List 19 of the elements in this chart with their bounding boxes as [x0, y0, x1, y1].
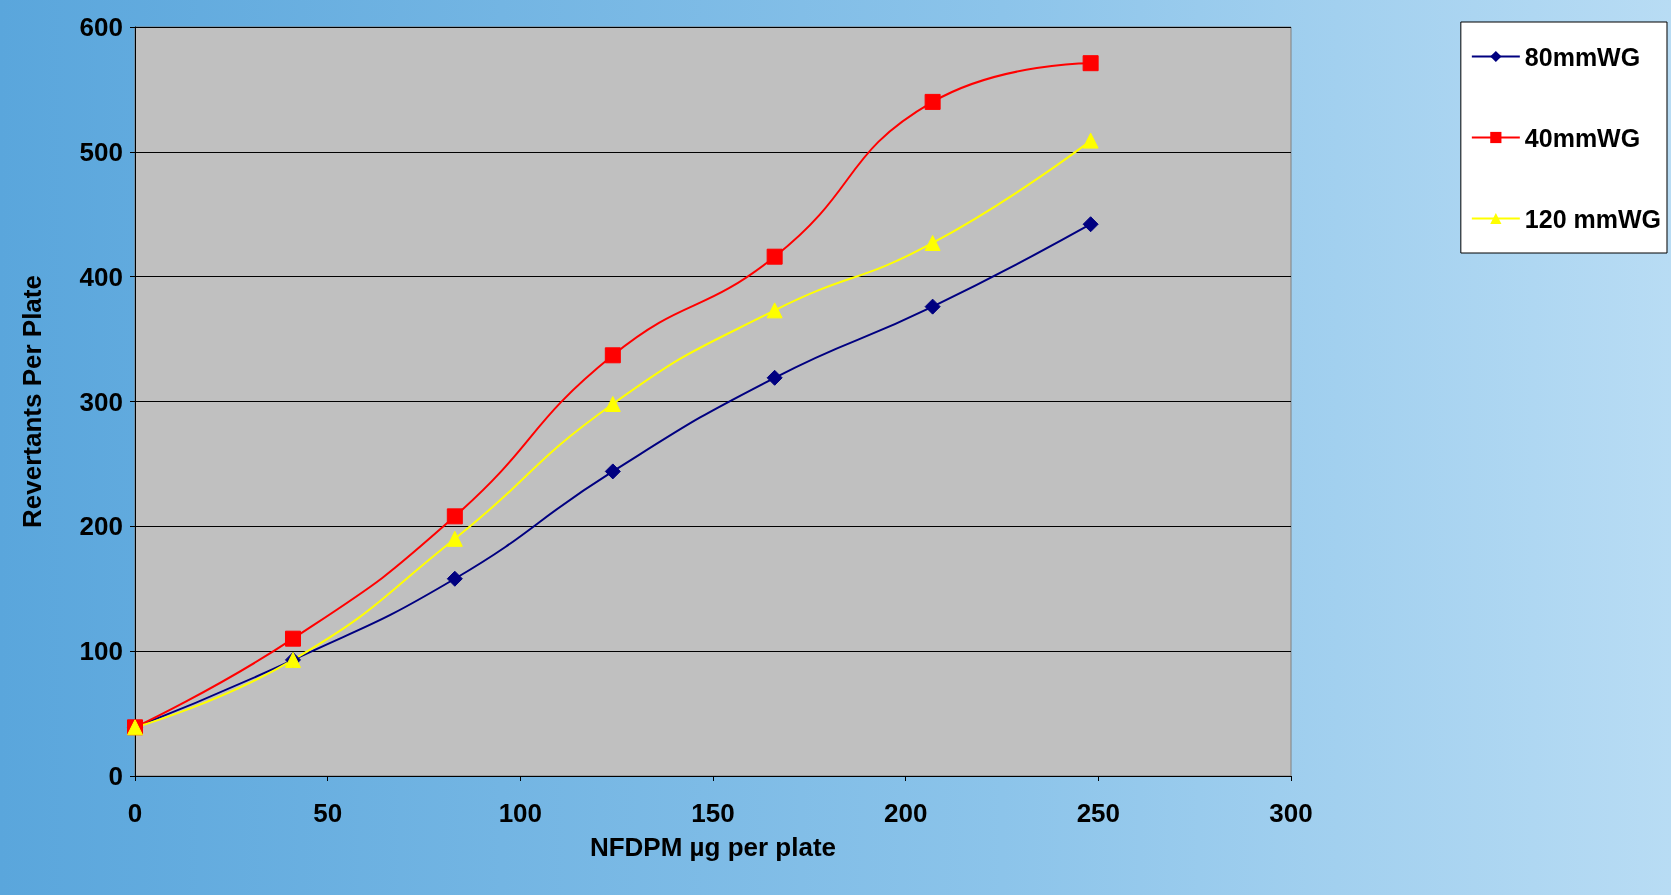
x-tick-label: 0 — [127, 798, 143, 828]
x-tick-label: 50 — [313, 798, 343, 828]
legend-label: 40mmWG — [1524, 123, 1641, 152]
x-axis-title: NFDPM µg per plate — [589, 832, 837, 862]
y-tick-label: 500 — [79, 136, 123, 167]
x-tick-label: 150 — [691, 798, 735, 828]
y-tick-label: 300 — [79, 386, 123, 417]
x-tick-label: 100 — [498, 798, 543, 828]
y-axis-title: Revertants Per Plate — [17, 275, 47, 528]
legend-label: 80mmWG — [1524, 42, 1641, 71]
legend-label: 120 mmWG — [1524, 204, 1662, 233]
y-tick-label: 600 — [79, 12, 123, 42]
y-tick-label: 0 — [108, 761, 123, 791]
x-tick-label: 200 — [883, 798, 928, 828]
y-tick-label: 400 — [79, 261, 123, 292]
x-tick-label: 250 — [1076, 798, 1121, 828]
y-tick-label: 100 — [79, 636, 123, 667]
x-tick-label: 300 — [1269, 798, 1313, 828]
y-tick-label: 200 — [79, 511, 123, 542]
